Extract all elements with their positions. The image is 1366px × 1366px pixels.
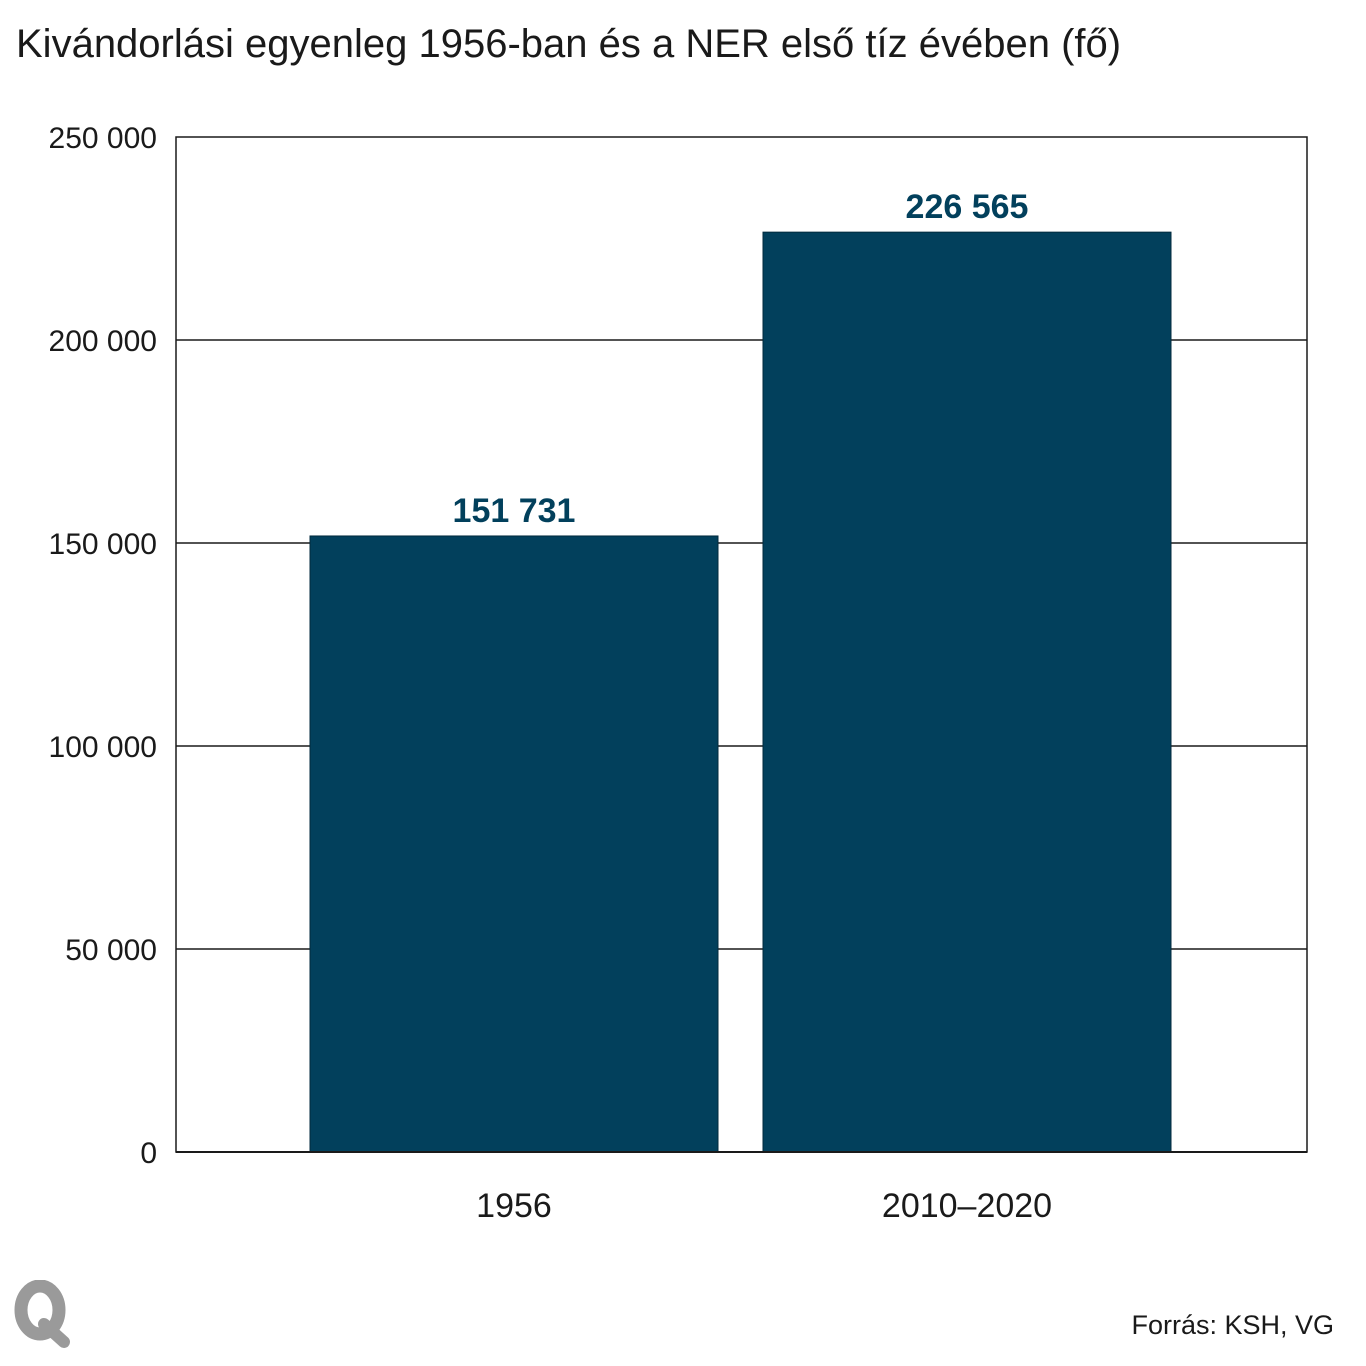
bar <box>762 231 1172 1153</box>
bar-value-label: 226 565 <box>906 188 1029 226</box>
y-tick-label: 100 000 <box>49 731 157 764</box>
source-note: Forrás: KSH, VG <box>1131 1310 1334 1340</box>
bar-value-label: 151 731 <box>453 492 576 530</box>
y-tick-label: 150 000 <box>49 528 157 561</box>
x-tick-label: 2010–2020 <box>882 1187 1052 1225</box>
y-tick-label: 250 000 <box>49 122 157 155</box>
bar <box>309 535 719 1153</box>
y-tick-label: 0 <box>140 1137 157 1170</box>
q-logo-icon <box>14 1280 70 1348</box>
x-tick-label: 1956 <box>476 1187 552 1225</box>
chart-title: Kivándorlási egyenleg 1956-ban és a NER … <box>16 22 1122 66</box>
y-tick-label: 50 000 <box>65 934 157 967</box>
y-tick-label: 200 000 <box>49 325 157 358</box>
